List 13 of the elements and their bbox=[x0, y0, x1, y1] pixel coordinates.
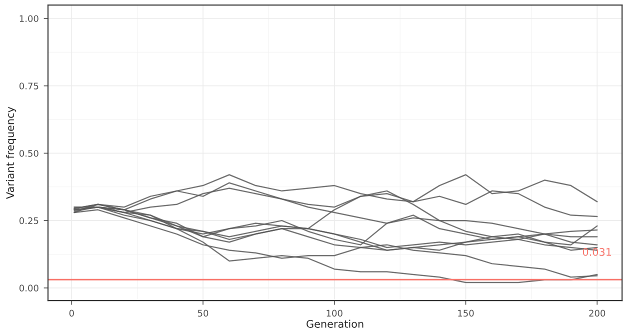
x-tick-label: 0 bbox=[69, 310, 74, 317]
y-tick-label: 0.50 bbox=[19, 150, 38, 157]
x-tick-label: 50 bbox=[198, 310, 208, 317]
x-tick-label: 150 bbox=[458, 310, 474, 317]
y-axis-title: Variant frequency bbox=[6, 106, 16, 199]
x-tick-label: 200 bbox=[589, 310, 606, 317]
annotation: 0.031 bbox=[582, 248, 612, 256]
y-tick-label: 0.75 bbox=[19, 82, 38, 90]
y-tick-label: 1.00 bbox=[20, 15, 38, 22]
y-tick-label: 0.00 bbox=[19, 284, 38, 292]
x-tick-label: 100 bbox=[326, 310, 342, 317]
x-axis-title: Generation bbox=[306, 320, 364, 328]
y-tick-label: 0.25 bbox=[19, 217, 38, 224]
